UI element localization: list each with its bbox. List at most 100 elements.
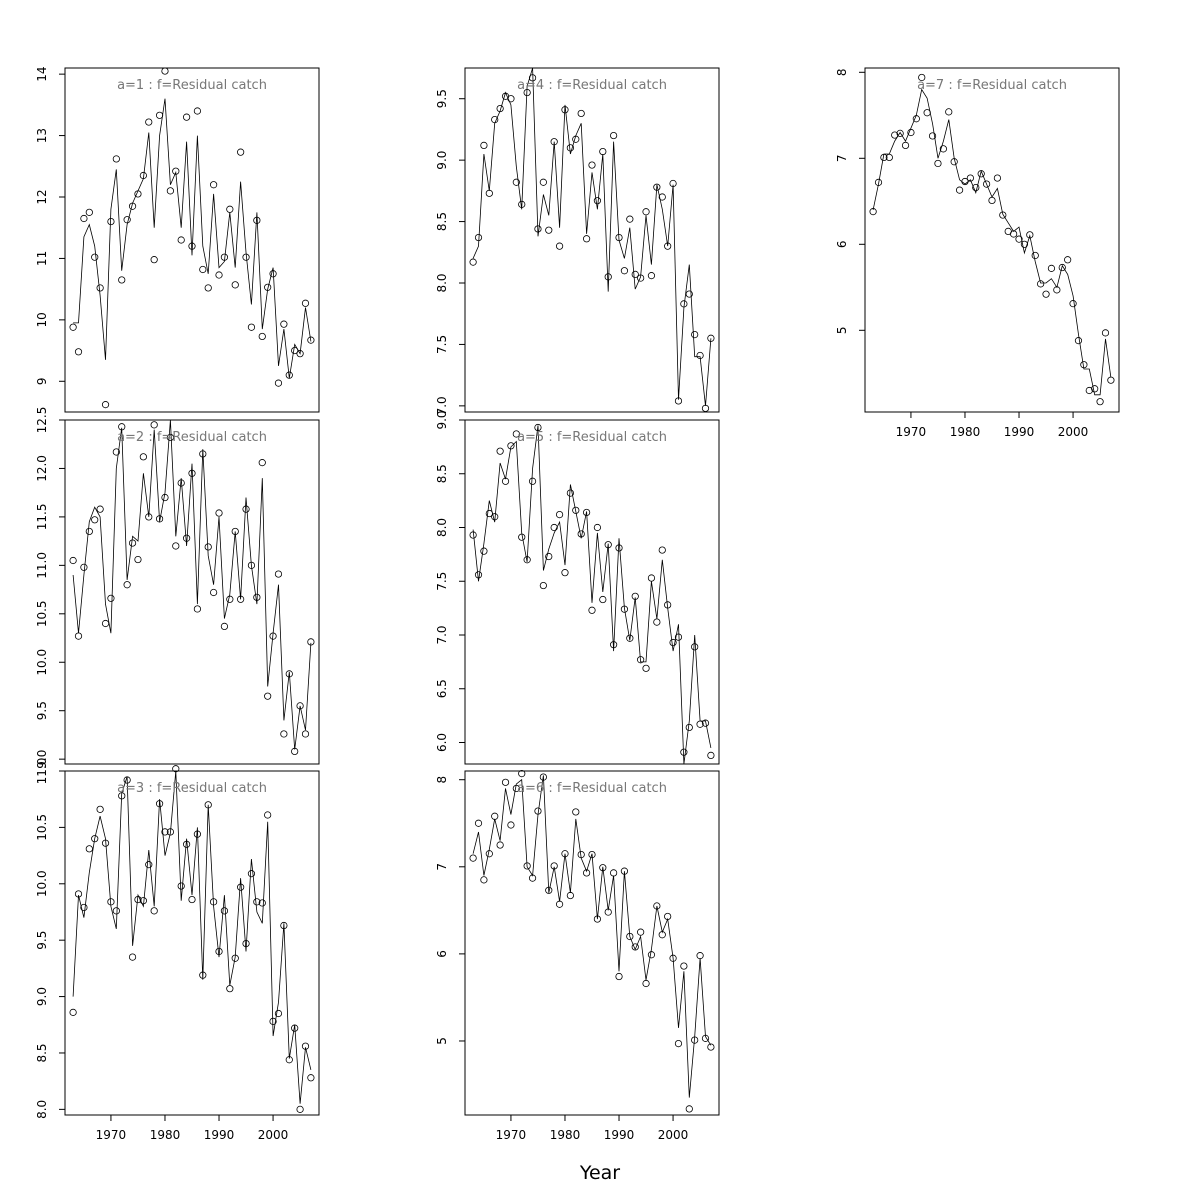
observed-point xyxy=(285,371,293,379)
y-tick-label: 14 xyxy=(35,67,49,82)
panel-title: a=1 : f=Residual catch xyxy=(117,78,267,93)
observed-point xyxy=(912,115,920,123)
panel-frame xyxy=(464,419,720,765)
observed-point xyxy=(566,489,574,497)
observed-point xyxy=(626,634,634,642)
observed-point xyxy=(501,477,510,485)
observed-point xyxy=(491,513,499,521)
observed-point xyxy=(123,216,131,224)
observed-point xyxy=(550,862,558,870)
panel-title: a=6 : f=Residual catch xyxy=(517,781,667,796)
observed-point xyxy=(150,421,158,429)
observed-point xyxy=(1074,337,1083,345)
y-tick-label: 11 xyxy=(35,251,49,266)
observed-point xyxy=(642,979,650,988)
observed-point xyxy=(966,174,974,182)
observed-points xyxy=(469,74,715,412)
observed-point xyxy=(107,217,115,226)
y-tick-label: 10.5 xyxy=(35,814,49,841)
observed-point xyxy=(231,954,239,962)
observed-point xyxy=(193,830,202,838)
observed-point xyxy=(588,606,596,614)
observed-point xyxy=(145,861,153,869)
observed-point xyxy=(604,908,612,916)
observed-point xyxy=(582,508,591,517)
observed-point xyxy=(610,131,618,140)
observed-point xyxy=(642,664,650,672)
observed-point xyxy=(1031,251,1039,260)
observed-point xyxy=(615,544,623,552)
panel-title: a=3 : f=Residual catch xyxy=(117,781,267,796)
observed-point xyxy=(182,113,191,121)
observed-point xyxy=(637,928,645,936)
observed-point xyxy=(485,850,493,858)
observed-point xyxy=(307,1074,315,1082)
observed-point xyxy=(247,561,256,569)
observed-point xyxy=(469,531,477,539)
observed-point xyxy=(620,267,629,275)
observed-point xyxy=(545,226,553,234)
observed-point xyxy=(172,765,180,773)
observed-point xyxy=(161,493,169,502)
y-tick-label: 9.5 xyxy=(435,89,449,108)
observed-point xyxy=(258,899,266,907)
observed-point xyxy=(188,895,196,904)
observed-point xyxy=(658,931,666,939)
observed-point xyxy=(566,144,574,152)
observed-point xyxy=(166,187,174,195)
y-tick-label: 7.5 xyxy=(435,572,449,591)
observed-point xyxy=(880,153,888,162)
panel-frame xyxy=(64,67,320,413)
observed-point xyxy=(653,183,661,191)
panel-2: 9.0 9.5 10.0 10.5 11.0 11.5 12.0 12.5 a=2 : f=Re… xyxy=(35,407,320,769)
observed-points xyxy=(69,421,315,756)
x-tick-label: 2000 xyxy=(1058,425,1089,439)
y-tick-label: 6 xyxy=(835,240,849,248)
observed-point xyxy=(301,730,310,738)
observed-point xyxy=(582,235,591,243)
y-tick-label: 10 xyxy=(35,312,49,327)
observed-point xyxy=(85,208,93,216)
x-tick-label: 1980 xyxy=(950,425,981,439)
observed-point xyxy=(291,1024,299,1032)
observed-point xyxy=(982,180,991,188)
observed-point xyxy=(1107,376,1115,384)
observed-point xyxy=(74,348,83,356)
observed-point xyxy=(555,510,564,519)
observed-point xyxy=(507,442,515,450)
observed-point xyxy=(528,477,537,485)
observed-point xyxy=(874,178,883,186)
observed-point xyxy=(1064,256,1072,264)
observed-point xyxy=(885,153,893,162)
observed-point xyxy=(545,552,553,561)
panel-title: a=2 : f=Residual catch xyxy=(117,430,267,445)
y-tick-label: 9.0 xyxy=(35,987,49,1006)
y-tick-label: 7.0 xyxy=(435,625,449,644)
observed-point xyxy=(572,135,580,143)
observed-point xyxy=(215,509,223,517)
observed-point xyxy=(231,527,239,536)
y-tick-label: 11.0 xyxy=(35,758,49,785)
observed-point xyxy=(226,205,234,213)
observed-point xyxy=(512,430,520,438)
observed-point xyxy=(101,839,110,847)
observed-point xyxy=(685,290,693,298)
y-tick-label: 11.0 xyxy=(35,552,49,579)
x-tick-label: 1970 xyxy=(896,425,927,439)
observed-point xyxy=(139,453,147,461)
observed-point xyxy=(182,534,191,542)
observed-point xyxy=(642,208,650,216)
observed-point xyxy=(118,792,126,800)
observed-point xyxy=(134,555,142,564)
x-tick-label: 1990 xyxy=(1004,425,1035,439)
observed-point xyxy=(512,784,520,793)
observed-point xyxy=(669,954,677,962)
observed-points xyxy=(869,73,1115,406)
observed-point xyxy=(512,178,520,186)
x-tick-label: 1970 xyxy=(96,1128,127,1142)
observed-point xyxy=(301,1042,310,1050)
observed-point xyxy=(647,951,656,959)
observed-point xyxy=(172,167,180,175)
observed-point xyxy=(258,459,266,467)
y-tick-label: 8 xyxy=(835,68,849,76)
